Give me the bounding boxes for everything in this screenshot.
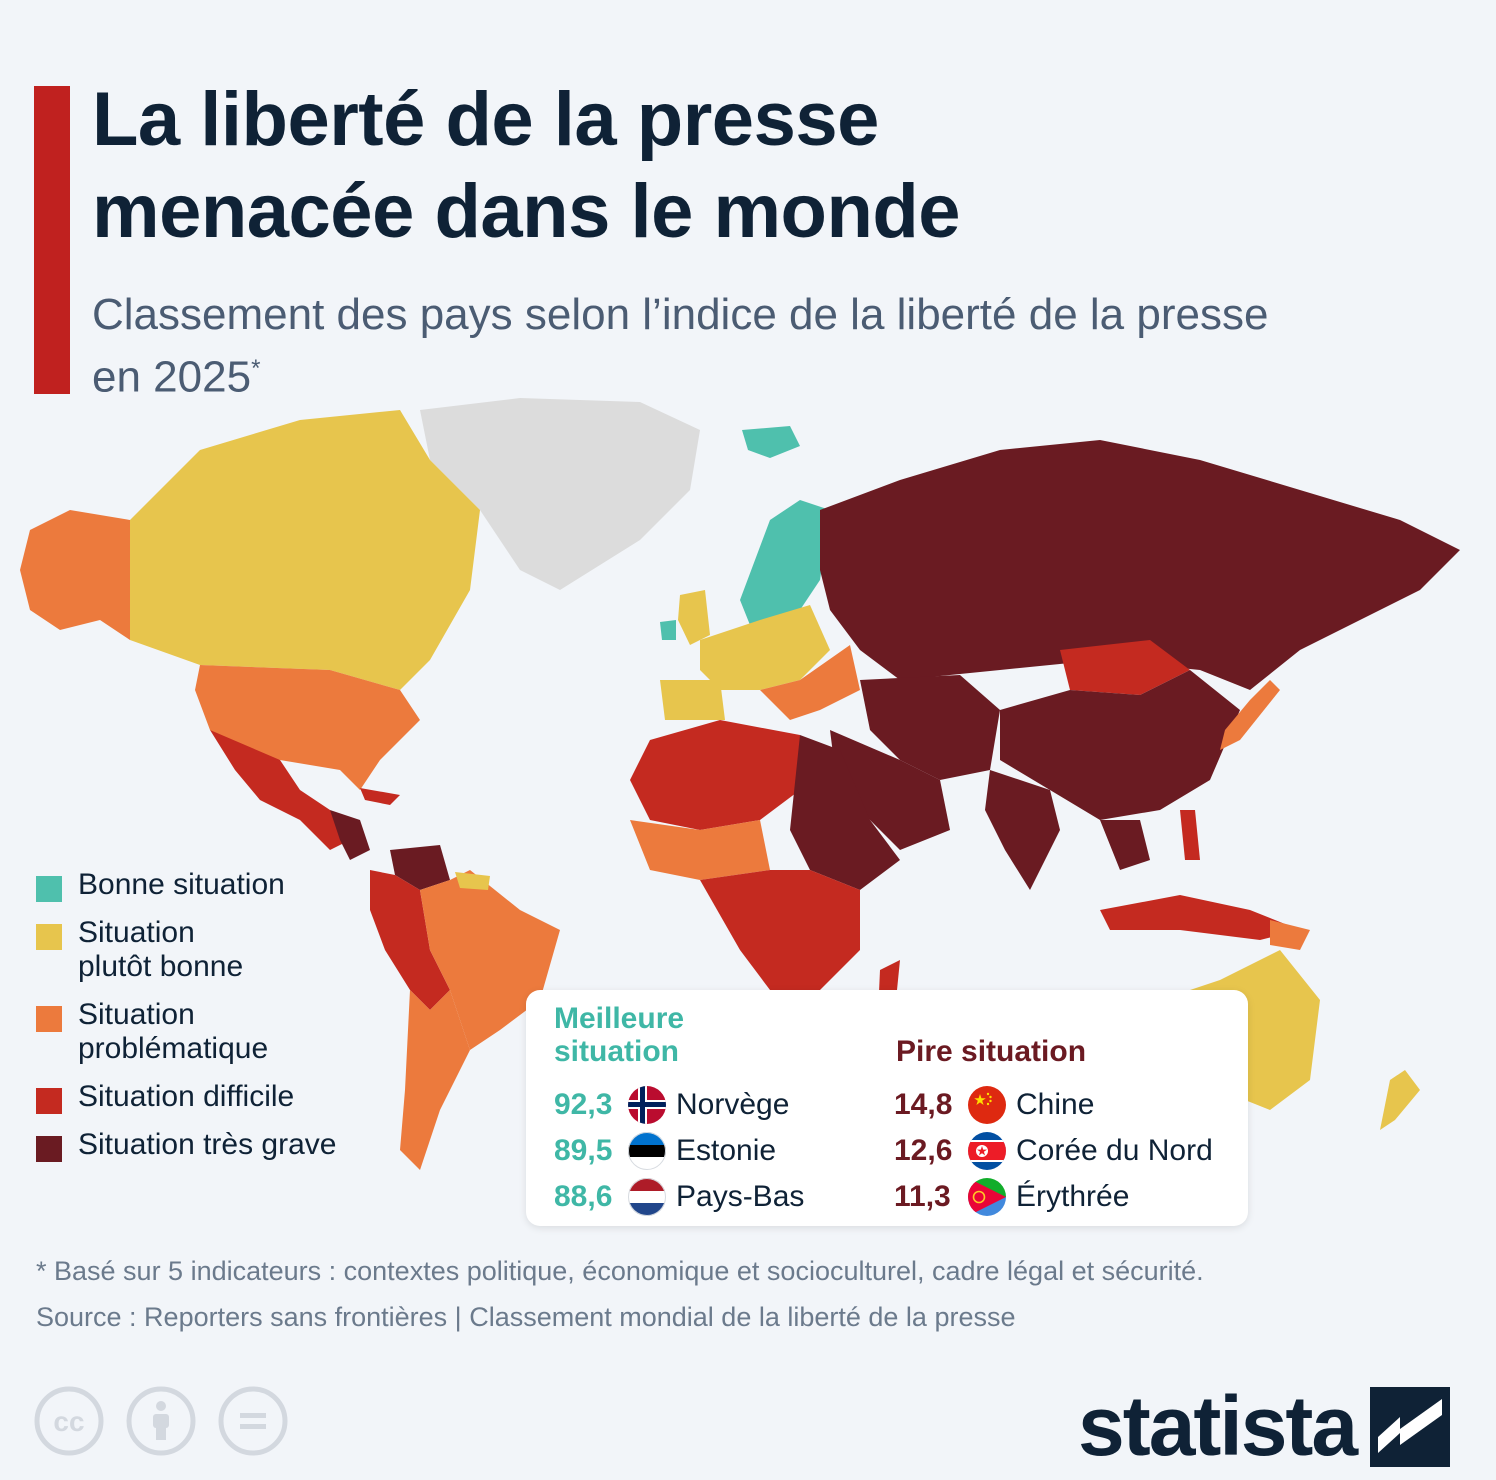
worst-list: 14,8 Chine 12,6 [894, 1082, 1213, 1220]
country-name: Érythrée [1016, 1180, 1130, 1213]
no-derivatives-icon[interactable] [218, 1386, 288, 1456]
map-region-iceland [742, 426, 800, 458]
best-situation-title: Meilleure situation [554, 1002, 685, 1068]
map-region-central-africa [700, 870, 860, 990]
map-region-balkans [760, 645, 860, 720]
legend-label-problematique: Situation problématique [78, 998, 269, 1065]
north-korea-flag-icon [968, 1132, 1006, 1170]
map-region-andes [370, 870, 450, 1010]
best-row: 92,3 Norvège [554, 1082, 804, 1128]
score: 11,3 [894, 1180, 951, 1213]
map-region-mexico [210, 730, 350, 850]
map-region-central-america [330, 810, 370, 860]
worst-row: 14,8 Chine [894, 1082, 1213, 1128]
subtitle-year: en 2025 [92, 352, 252, 402]
statista-logo-icon [1370, 1386, 1451, 1467]
page-title: La liberté de la presse menacée dans le … [92, 74, 961, 258]
accent-bar [34, 86, 70, 394]
map-region-canada [130, 410, 480, 690]
legend-swatch-bonne [36, 876, 62, 902]
legend-item-problematique: Situation problématique [36, 998, 378, 1066]
map-region-central-asia [860, 675, 1000, 780]
score: 12,6 [894, 1134, 953, 1167]
map-region-iberia [660, 680, 725, 720]
score: 92,3 [554, 1088, 613, 1121]
map-region-japan [1220, 680, 1280, 750]
china-flag-icon [968, 1086, 1006, 1124]
country-name: Pays-Bas [676, 1180, 805, 1213]
map-region-philippines [1180, 810, 1200, 860]
worst-row: 11,3 Érythrée [894, 1174, 1213, 1220]
best-list: 92,3 Norvège 89,5 [554, 1082, 804, 1220]
subtitle-line-1: Classement des pays selon l’indice de la… [92, 290, 1269, 339]
worst-row: 12,6 Corée du Nord [894, 1128, 1213, 1174]
map-region-uk [678, 590, 710, 645]
map-region-west-africa [630, 820, 770, 880]
brand-name: statista [1078, 1379, 1358, 1473]
score: 88,6 [554, 1180, 613, 1213]
world-map [20, 398, 1460, 1170]
map-region-india [985, 770, 1060, 890]
eritrea-flag-icon [968, 1178, 1006, 1216]
norway-flag-icon [628, 1086, 666, 1124]
legend-item-difficile: Situation difficile [36, 1080, 378, 1114]
title-line-1: La liberté de la presse [92, 77, 879, 162]
ranking-box: Meilleure situation Pire situation 92,3 … [526, 990, 1248, 1226]
worst-situation-title: Pire situation [896, 1035, 1087, 1068]
legend-swatch-tres-grave [36, 1136, 62, 1162]
legend-label-bonne: Bonne situation [78, 868, 285, 901]
legend-swatch-difficile [36, 1088, 62, 1114]
license-icons: cc [34, 1386, 288, 1456]
map-region-venezuela [390, 845, 450, 890]
statista-logo[interactable]: statista [1078, 1378, 1451, 1475]
legend-label-difficile: Situation difficile [78, 1080, 295, 1113]
legend-label-plutot-bonne: Situation plutôt bonne [78, 916, 244, 983]
map-region-western-europe [700, 605, 830, 690]
score: 14,8 [894, 1088, 953, 1121]
subtitle-footnote-mark: * [251, 355, 261, 382]
legend-swatch-problematique [36, 1006, 62, 1032]
country-name: Norvège [676, 1088, 790, 1121]
map-region-alaska [20, 510, 130, 640]
attribution-icon[interactable] [126, 1386, 196, 1456]
map-region-scandinavia [740, 500, 830, 630]
svg-text:cc: cc [53, 1406, 84, 1437]
map-region-guianas [455, 872, 490, 890]
page-subtitle: Classement des pays selon l’indice de la… [92, 288, 1268, 405]
map-region-northeast-africa [790, 735, 900, 890]
map-region-north-africa [630, 720, 800, 830]
best-row: 89,5 Estonie [554, 1128, 804, 1174]
country-name: Corée du Nord [1016, 1134, 1213, 1167]
map-region-china [1000, 670, 1240, 820]
legend-swatch-plutot-bonne [36, 924, 62, 950]
subtitle-line-2: en 2025* [92, 342, 1268, 405]
map-region-indonesia [1100, 895, 1300, 940]
map-region-middle-east [830, 730, 950, 850]
map-region-russia [820, 440, 1460, 690]
legend-item-bonne: Bonne situation [36, 868, 378, 902]
map-region-new-zealand [1380, 1070, 1420, 1130]
map-region-usa [195, 665, 420, 790]
country-name: Chine [1016, 1088, 1095, 1121]
legend-label-tres-grave: Situation très grave [78, 1128, 337, 1161]
map-region-southern-cone [400, 990, 470, 1170]
legend-item-plutot-bonne: Situation plutôt bonne [36, 916, 378, 984]
legend-item-tres-grave: Situation très grave [36, 1128, 378, 1162]
map-region-southeast-asia [1100, 820, 1150, 870]
map-region-ireland [660, 620, 676, 640]
score: 89,5 [554, 1134, 613, 1167]
creative-commons-icon[interactable]: cc [34, 1386, 104, 1456]
source-line: Source : Reporters sans frontières | Cla… [36, 1302, 1016, 1332]
netherlands-flag-icon [628, 1178, 666, 1216]
map-region-mongolia [1060, 640, 1190, 695]
estonia-flag-icon [628, 1132, 666, 1170]
map-region-png [1270, 920, 1310, 950]
map-region-greenland [420, 398, 700, 590]
country-name: Estonie [676, 1134, 777, 1167]
map-legend: Bonne situation Situation plutôt bonne S… [36, 868, 378, 1176]
map-region-caribbean [360, 788, 400, 805]
title-line-2: menacée dans le monde [92, 169, 961, 254]
footnote: * Basé sur 5 indicateurs : contextes pol… [36, 1256, 1204, 1286]
best-row: 88,6 Pays-Bas [554, 1174, 804, 1220]
